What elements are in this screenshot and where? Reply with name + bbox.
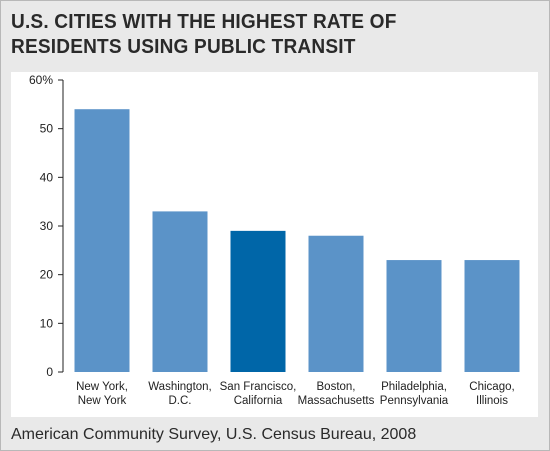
x-category-label: Philadelphia, Pennsylvania [380,381,449,407]
bar [230,230,286,372]
x-category-label: New York, New York [76,381,128,407]
plot-panel: 0 10 20 30 40 50 60% New York, New York Washingto… [11,72,538,417]
x-category-label: San Francisco, California [220,381,297,407]
x-category-label: Washington, D.C. [148,381,212,407]
bar [74,109,130,372]
source-note: American Community Survey, U.S. Census B… [11,426,417,443]
bar [308,235,364,372]
y-tick-label: 50 [40,122,54,136]
bar-chart: 0 10 20 30 40 50 60% New York, New York Washingto… [29,73,520,407]
bar [464,260,520,372]
y-tick-label: 60% [29,73,53,87]
chart-title: U.S. CITIES WITH THE HIGHEST RATE OF RES… [11,10,397,58]
bar [386,260,442,372]
y-tick-label: 10 [40,316,54,330]
y-tick-label: 40 [40,170,54,184]
y-tick-label: 30 [40,219,54,233]
y-tick-label: 20 [40,268,54,282]
x-category-label: Boston, Massachusetts [298,381,375,407]
bar [152,211,208,372]
x-category-label: Chicago, Illinois [469,381,514,407]
y-tick-label: 0 [46,365,53,379]
